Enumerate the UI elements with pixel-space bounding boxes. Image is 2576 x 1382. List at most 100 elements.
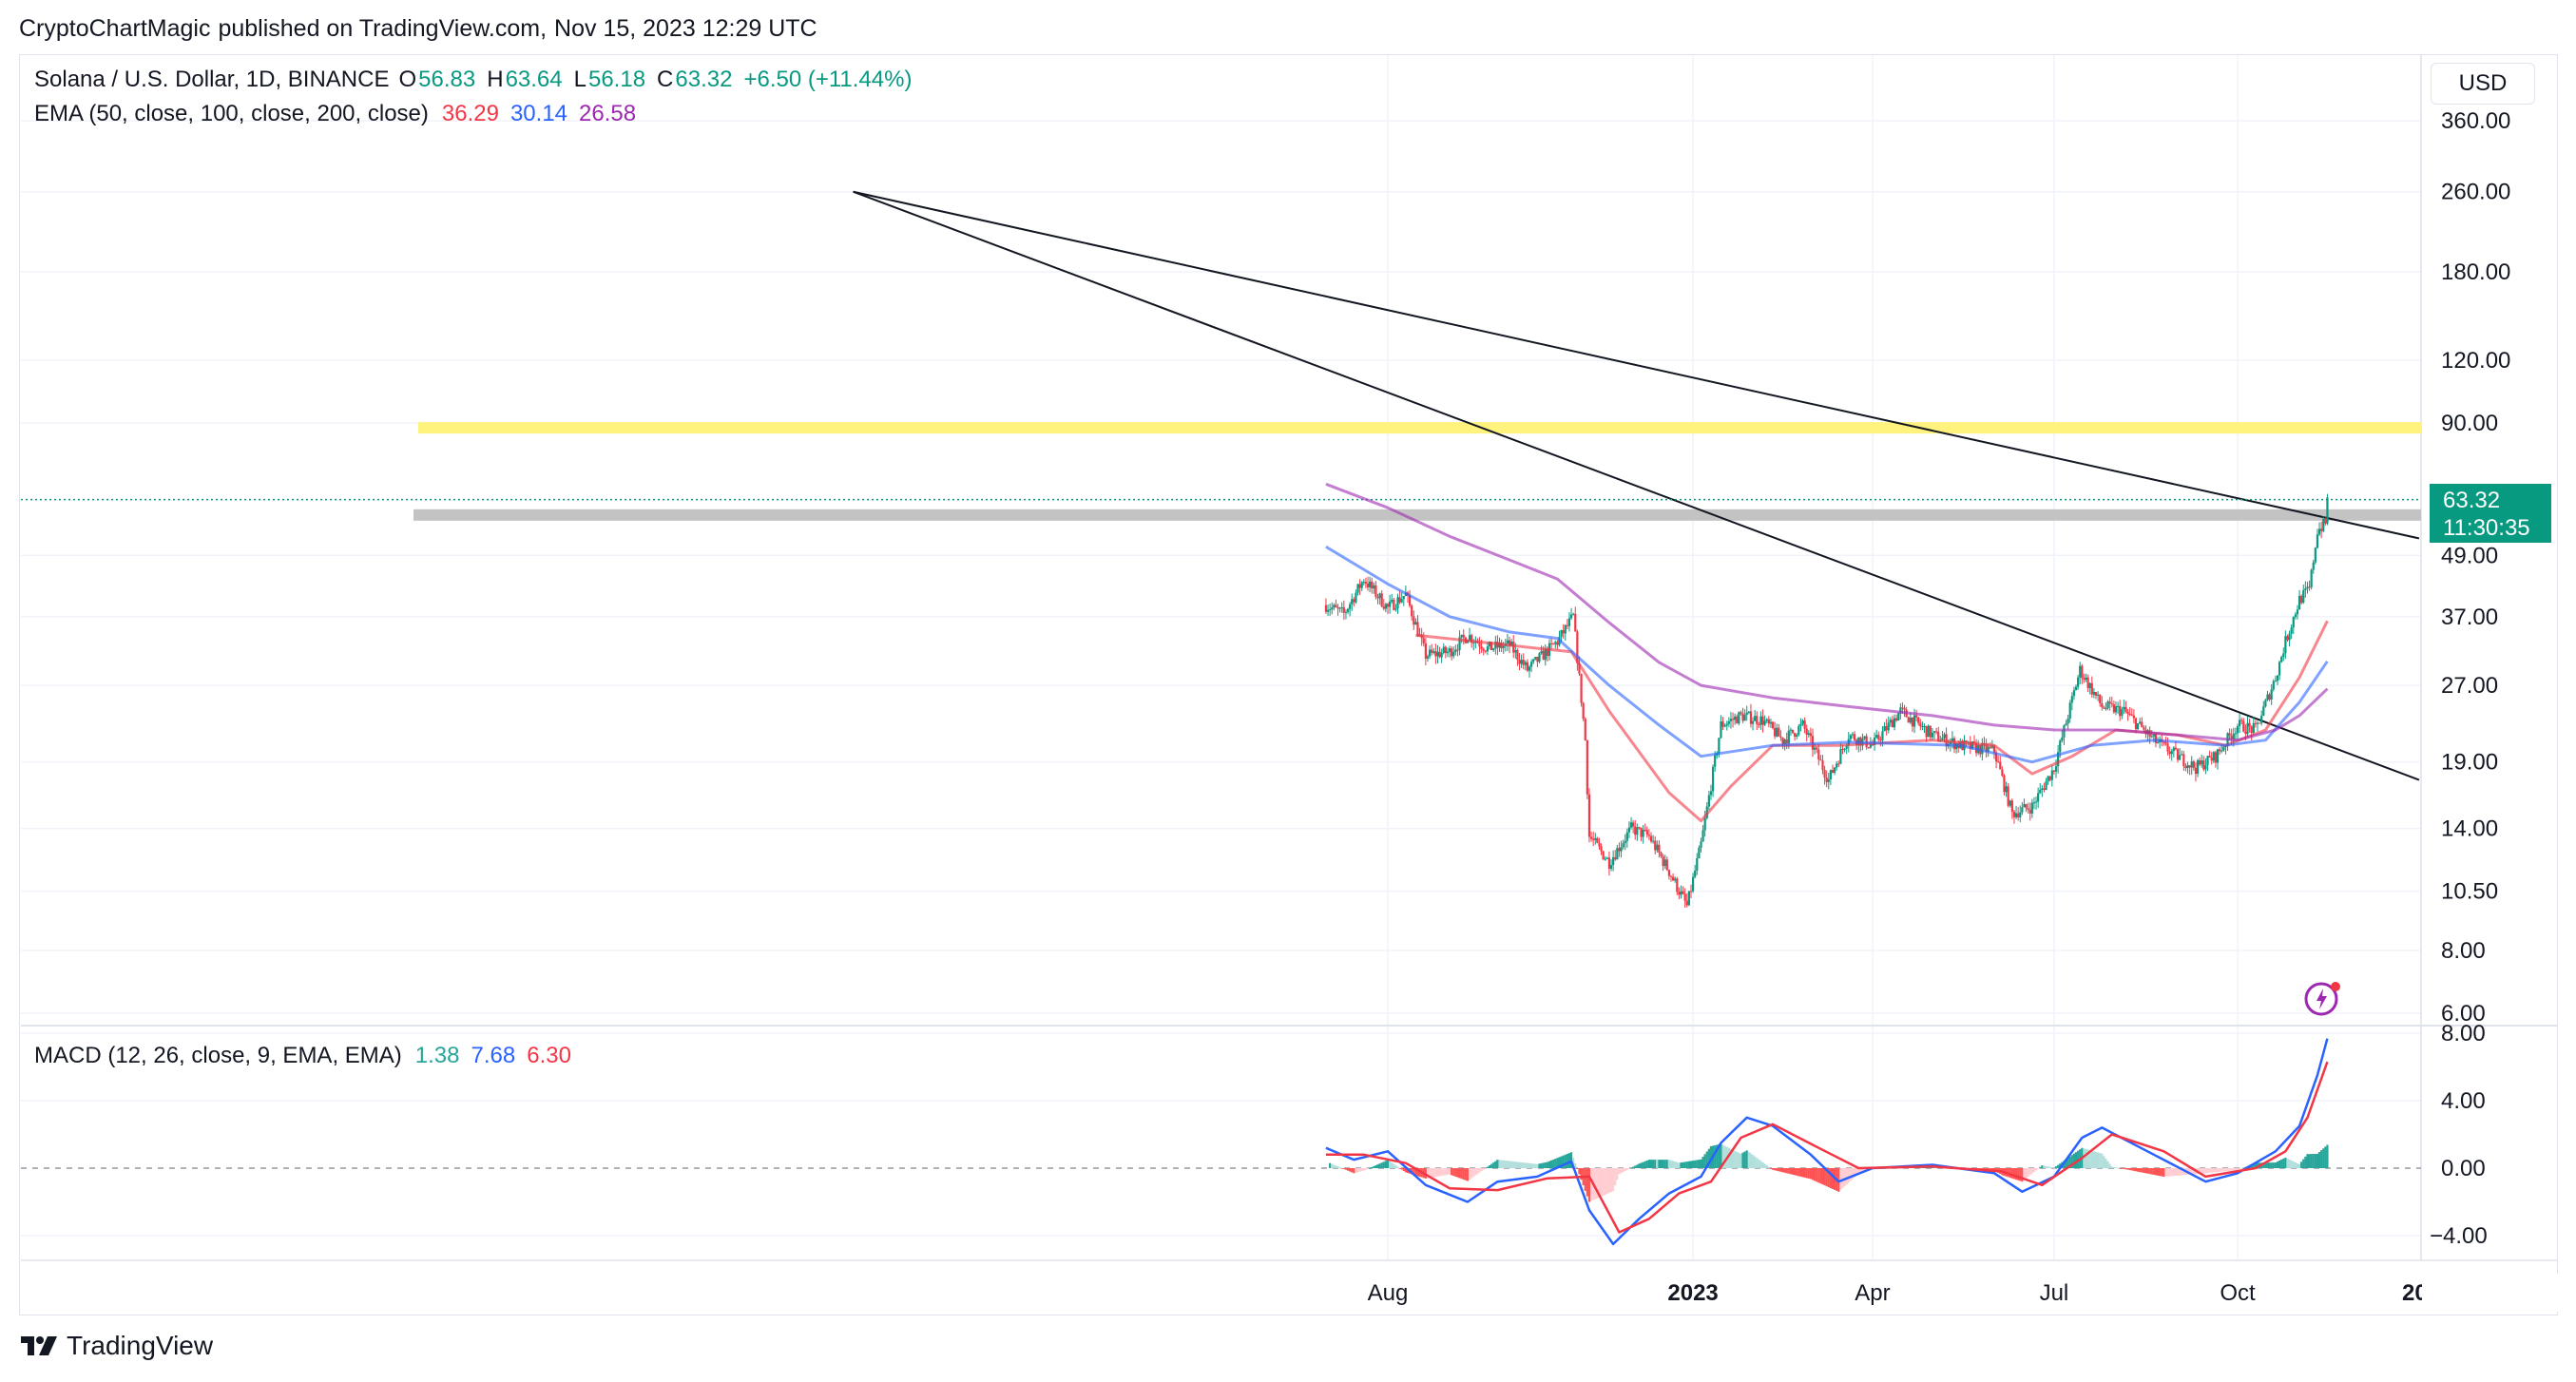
histogram-bar [1754, 1156, 1757, 1168]
candle-body [1578, 663, 1581, 674]
candle-body [1566, 624, 1568, 626]
last-price-badge: 63.32 11:30:35 [2430, 484, 2551, 543]
histogram-bar [1451, 1168, 1453, 1176]
candle [1576, 629, 1579, 671]
candle-body [2190, 761, 2193, 768]
publisher-name[interactable]: CryptoChartMagic [19, 15, 211, 42]
symbol-title[interactable]: Solana / U.S. Dollar, 1D, BINANCE [34, 67, 390, 92]
candle [1741, 707, 1744, 723]
candle [2258, 722, 2261, 724]
histogram-bar [2297, 1163, 2301, 1168]
candle-body [1891, 720, 1894, 728]
candle [2048, 776, 2051, 782]
candle [1567, 612, 1571, 632]
candle [1645, 826, 1648, 838]
candle-body [2019, 812, 2022, 817]
candle-body [2312, 562, 2315, 570]
histogram-bar [1569, 1152, 1573, 1168]
candle [1618, 842, 1621, 857]
candle-body [1932, 731, 1936, 733]
candle-body [1765, 719, 1768, 721]
histogram-bar [1394, 1165, 1397, 1168]
histogram-bar [1331, 1163, 1334, 1168]
candle-body [1767, 719, 1770, 724]
high-value: 63.64 [505, 67, 563, 92]
lightning-icon[interactable] [2304, 979, 2342, 1017]
candle [2057, 744, 2060, 774]
candle-body [2230, 735, 2233, 739]
ema200-line [1325, 482, 2329, 742]
candle-body [1592, 838, 1595, 840]
candle-body [2302, 589, 2305, 604]
candle-body [1605, 857, 1608, 859]
histogram-bar [1604, 1168, 1606, 1195]
candle-body [1434, 651, 1437, 657]
candle [1598, 837, 1601, 850]
candle-body [2186, 765, 2189, 769]
candle-body [2099, 694, 2102, 703]
histogram-bar [1542, 1162, 1545, 1168]
histogram-bar [2190, 1168, 2193, 1175]
histogram-bar [1589, 1168, 1593, 1201]
histogram-bar [2170, 1168, 2173, 1177]
candle [1731, 712, 1735, 728]
candle-body [1508, 640, 1511, 646]
candle [1355, 589, 1357, 605]
candle-body [1929, 725, 1932, 738]
candle-body [2061, 737, 2064, 741]
candle-body [1919, 722, 1922, 727]
candle-body [1935, 731, 1938, 733]
candle-body [1680, 891, 1682, 895]
histogram-bar [1763, 1163, 1766, 1168]
candle-body [1951, 738, 1954, 742]
candle-body [1652, 840, 1655, 842]
candle-body [1451, 648, 1453, 657]
candle-body [1584, 719, 1586, 740]
histogram-bar [2310, 1154, 2313, 1168]
currency-button[interactable]: USD [2431, 63, 2535, 105]
macd-legend-label[interactable]: MACD (12, 26, close, 9, EMA, EMA) [34, 1043, 402, 1068]
histogram-bar [1691, 1161, 1695, 1168]
candle-body [2130, 714, 2133, 716]
candle [1634, 820, 1637, 840]
candle-body [1703, 817, 1706, 831]
histogram-bar [1857, 1168, 1860, 1174]
candle [1678, 887, 1681, 900]
candle-body [1895, 718, 1898, 721]
candle [1649, 832, 1653, 844]
candle-body [1402, 596, 1405, 600]
tradingview-brand[interactable]: TradingView [19, 1331, 213, 1361]
histogram-bar [2264, 1162, 2267, 1168]
candle [2326, 493, 2329, 526]
candle [1794, 732, 1797, 741]
histogram-bar [2041, 1165, 2044, 1168]
candle [1333, 603, 1336, 611]
candle-body [2121, 709, 2124, 717]
histogram-bar [2286, 1158, 2289, 1168]
candle-body [1536, 657, 1539, 662]
histogram-bar [1398, 1168, 1401, 1169]
histogram-bar [2308, 1154, 2311, 1168]
candle [1564, 624, 1567, 642]
histogram-bar [1426, 1168, 1430, 1179]
histogram-bar [2099, 1153, 2102, 1168]
candle-body [1411, 605, 1413, 617]
time-tick-label: Aug [1368, 1280, 1409, 1306]
candle [1534, 657, 1537, 661]
candle [1687, 891, 1690, 907]
histogram-bar [2228, 1168, 2231, 1171]
candle [1935, 727, 1938, 735]
candle [1658, 840, 1661, 858]
candle [1694, 864, 1697, 879]
macd-value: 7.68 [471, 1043, 516, 1068]
candle-body [1580, 673, 1583, 703]
histogram-bar [2220, 1168, 2223, 1172]
candle [1349, 602, 1352, 617]
candle [1400, 592, 1403, 604]
candle [1803, 717, 1806, 734]
candle [1424, 638, 1427, 666]
ema-legend-label[interactable]: EMA (50, close, 100, close, 200, close) [34, 101, 429, 126]
candle-body [2063, 725, 2066, 738]
candle-body [1875, 735, 1878, 738]
